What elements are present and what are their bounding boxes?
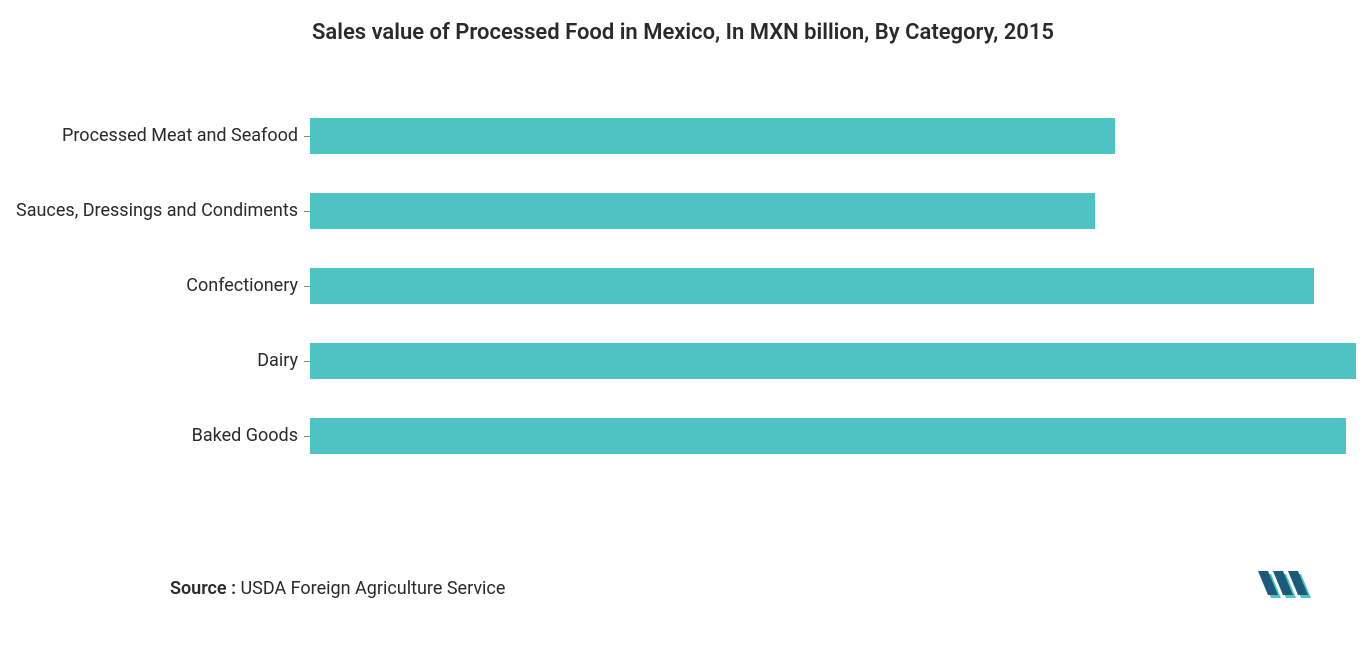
bar-label: Sauces, Dressings and Condiments bbox=[10, 199, 310, 222]
source-text: Source : USDA Foreign Agriculture Servic… bbox=[170, 578, 505, 599]
bar-label: Confectionery bbox=[10, 274, 310, 297]
source-label: Source : bbox=[170, 578, 236, 599]
bar-fill bbox=[310, 118, 1115, 154]
bar-row: Dairy bbox=[10, 340, 1356, 382]
bar-fill bbox=[310, 418, 1346, 454]
bar-label: Dairy bbox=[10, 349, 310, 372]
bar-track bbox=[310, 268, 1356, 304]
bar-label: Baked Goods bbox=[10, 424, 310, 447]
chart-title: Sales value of Processed Food in Mexico,… bbox=[10, 20, 1356, 45]
bar-row: Sauces, Dressings and Condiments bbox=[10, 190, 1356, 232]
bar-row: Processed Meat and Seafood bbox=[10, 115, 1356, 157]
bar-track bbox=[310, 343, 1356, 379]
bar-label: Processed Meat and Seafood bbox=[10, 124, 310, 147]
mn-logo-icon bbox=[1256, 566, 1316, 610]
chart-area: Processed Meat and Seafood Sauces, Dressi… bbox=[10, 115, 1356, 457]
bar-track bbox=[310, 418, 1356, 454]
source-row: Source : USDA Foreign Agriculture Servic… bbox=[170, 566, 1336, 610]
bar-track bbox=[310, 118, 1356, 154]
bar-fill bbox=[310, 343, 1356, 379]
source-value: USDA Foreign Agriculture Service bbox=[240, 578, 505, 599]
bar-track bbox=[310, 193, 1356, 229]
bar-row: Confectionery bbox=[10, 265, 1356, 307]
bar-row: Baked Goods bbox=[10, 415, 1356, 457]
bar-fill bbox=[310, 268, 1314, 304]
bar-fill bbox=[310, 193, 1095, 229]
